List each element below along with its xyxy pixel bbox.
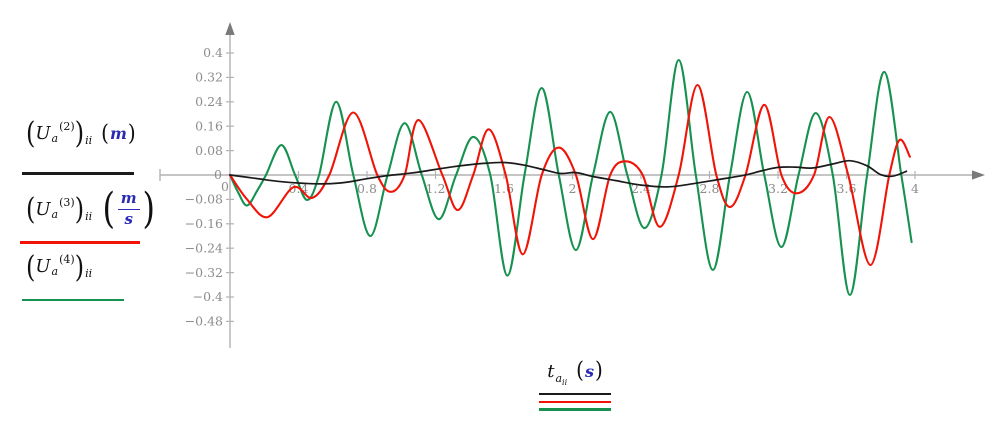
unit-right-paren: ): [127, 119, 136, 147]
y-tick-label: −0.24: [185, 240, 223, 255]
legend-line-sample-black: [22, 172, 134, 175]
xlabel-sub: aii: [555, 372, 568, 387]
y-tick-label: −0.4: [193, 289, 223, 304]
x-tick-label: 2.8: [700, 181, 720, 196]
y-tick-label: −0.16: [185, 216, 223, 231]
left-paren: (: [26, 115, 36, 151]
xlabel-subsub: ii: [562, 378, 568, 387]
right-paren: ): [74, 249, 85, 284]
x-sample-red: [539, 400, 611, 403]
x-sample-black: [539, 393, 611, 396]
y-zero-label: 0: [214, 167, 222, 182]
trace-black-curve: [229, 159, 908, 188]
legend2-outer-sub: ii: [85, 209, 93, 223]
y-tick-label: −0.48: [185, 314, 223, 329]
x-tick-label: 1.2: [426, 181, 446, 196]
fraction-numerator: m: [117, 190, 140, 210]
legend3-sub: a: [51, 265, 59, 278]
y-tick-label: 0.24: [195, 94, 223, 109]
y-tick-label: −0.08: [185, 192, 223, 207]
trace-red-curve: [228, 83, 911, 267]
fraction-denominator: s: [124, 209, 133, 228]
left-paren: (: [26, 249, 36, 284]
x-tick-label: 3.2: [768, 181, 788, 196]
y-tick-label: −0.32: [185, 265, 223, 280]
y-tick-label: 0.08: [195, 143, 223, 158]
right-paren: ): [74, 191, 85, 227]
y-tick-label: 0.32: [195, 70, 223, 85]
x-axis-variable: taii (s): [500, 356, 650, 387]
legend2-sup: (3): [59, 195, 75, 209]
x-sample-green: [539, 408, 611, 411]
legend3-base: U: [35, 256, 51, 277]
legend1-base: U: [35, 122, 51, 144]
y-tick-label: 0.4: [203, 45, 223, 60]
legend2-sub: a: [51, 207, 59, 221]
unit-right-paren: ): [142, 184, 155, 234]
unit-left-paren: (: [576, 356, 584, 384]
y-tick-label: 0.16: [195, 118, 223, 133]
x-axis-trace-samples: [500, 393, 650, 411]
trace-green-curve: [228, 58, 913, 296]
legend-line-sample-green: [22, 298, 124, 301]
left-paren: (: [26, 191, 36, 227]
right-paren: ): [74, 115, 85, 151]
xlabel-base: t: [547, 361, 555, 382]
xlabel-unit: s: [584, 362, 594, 381]
x-tick-label: 1.6: [494, 181, 514, 196]
y-axis-arrow: [225, 22, 235, 35]
x-axis-arrow: [972, 170, 985, 180]
legend3-outer-sub: ii: [85, 267, 93, 280]
x-axis-label: taii (s): [500, 356, 650, 411]
unit-right-paren: ): [594, 356, 603, 384]
legend2-base: U: [35, 198, 51, 220]
x-tick-label: 2: [569, 181, 577, 196]
x-zero-label: 0: [221, 179, 229, 194]
unit-left-paren: (: [102, 184, 116, 234]
x-tick-label: 4: [911, 181, 919, 196]
legend-line-sample-red: [20, 241, 140, 244]
x-tick-label: 0.8: [357, 181, 377, 196]
legend1-unit: m: [109, 123, 127, 143]
legend1-sup: (2): [59, 119, 75, 133]
legend3-sup: (4): [59, 253, 75, 266]
unit-left-paren: (: [101, 119, 109, 147]
legend1-sub: a: [51, 131, 59, 145]
legend1-outer-sub: ii: [85, 133, 93, 147]
